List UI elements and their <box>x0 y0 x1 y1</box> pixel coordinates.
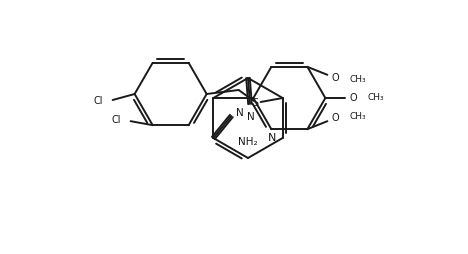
Text: Cl: Cl <box>93 96 102 106</box>
Text: CH₃: CH₃ <box>349 75 366 84</box>
Text: O: O <box>331 113 339 123</box>
Text: Cl: Cl <box>111 115 121 125</box>
Text: O: O <box>350 93 357 103</box>
Text: N: N <box>268 133 277 143</box>
Text: N: N <box>236 108 244 118</box>
Text: NH₂: NH₂ <box>238 137 258 147</box>
Text: CH₃: CH₃ <box>349 112 366 121</box>
Text: N: N <box>247 112 255 122</box>
Text: CH₃: CH₃ <box>367 93 384 103</box>
Text: O: O <box>331 73 339 83</box>
Text: S: S <box>251 98 258 108</box>
